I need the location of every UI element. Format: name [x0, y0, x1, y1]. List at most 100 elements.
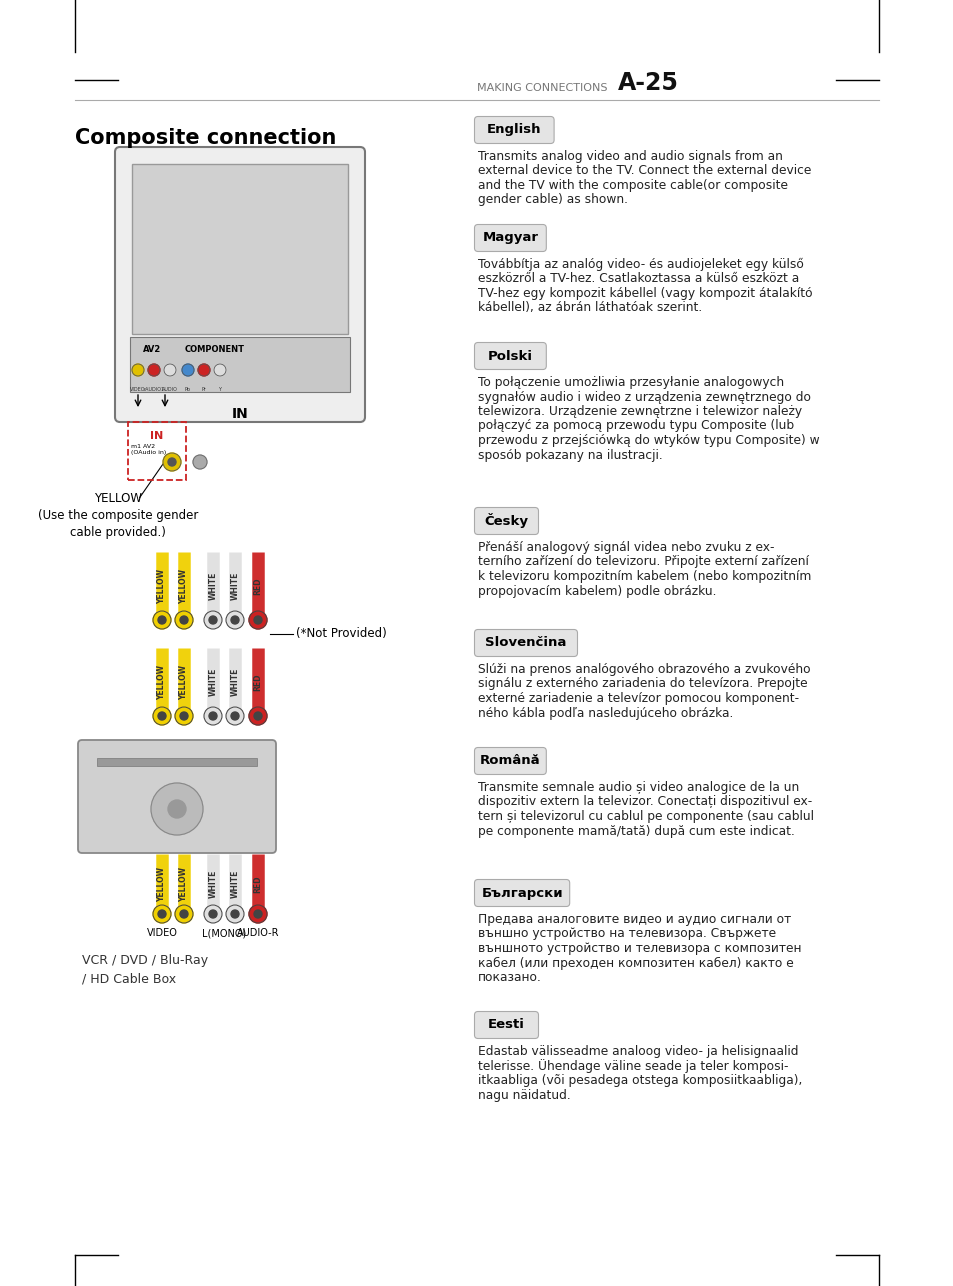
Text: VIDEO: VIDEO — [147, 928, 177, 937]
Circle shape — [204, 707, 222, 725]
Text: YELLOW: YELLOW — [179, 568, 189, 603]
Text: WHITE: WHITE — [209, 869, 217, 898]
Circle shape — [168, 458, 175, 466]
Text: VCR / DVD / Blu-Ray
/ HD Cable Box: VCR / DVD / Blu-Ray / HD Cable Box — [82, 954, 208, 985]
Text: показано.: показано. — [477, 971, 541, 984]
FancyBboxPatch shape — [78, 739, 275, 853]
Circle shape — [152, 707, 171, 725]
Text: ného kábla podľa nasledujúceho obrázka.: ného kábla podľa nasledujúceho obrázka. — [477, 706, 733, 719]
Text: AV2: AV2 — [143, 345, 161, 354]
Circle shape — [174, 707, 193, 725]
Text: eszközről a TV-hez. Csatlakoztassa a külső eszközt a: eszközről a TV-hez. Csatlakoztassa a kül… — [477, 273, 799, 285]
Text: gender cable) as shown.: gender cable) as shown. — [477, 193, 627, 207]
Text: k televizoru kompozitním kabelem (nebo kompozitním: k televizoru kompozitním kabelem (nebo k… — [477, 570, 810, 583]
Text: AUDIO: AUDIO — [162, 387, 178, 392]
FancyBboxPatch shape — [474, 225, 546, 252]
Text: L(MONO): L(MONO) — [202, 928, 246, 937]
Text: RED: RED — [253, 577, 262, 594]
Text: външното устройство и телевизора с композитен: външното устройство и телевизора с компо… — [477, 943, 801, 955]
Text: YELLOW: YELLOW — [157, 665, 167, 700]
Text: външно устройство на телевизора. Свържете: външно устройство на телевизора. Свържет… — [477, 927, 776, 940]
Circle shape — [174, 611, 193, 629]
Text: Továbbítja az analóg video- és audiojeleket egy külső: Továbbítja az analóg video- és audiojele… — [477, 258, 803, 271]
Circle shape — [182, 364, 193, 376]
Circle shape — [209, 712, 216, 720]
FancyBboxPatch shape — [474, 880, 569, 907]
Text: A-25: A-25 — [618, 71, 679, 95]
Circle shape — [148, 364, 160, 376]
Text: nagu näidatud.: nagu näidatud. — [477, 1088, 570, 1102]
Text: Přenáší analogový signál videa nebo zvuku z ex-: Přenáší analogový signál videa nebo zvuk… — [477, 541, 774, 554]
Text: TV-hez egy kompozit kábellel (vagy kompozit átalakító: TV-hez egy kompozit kábellel (vagy kompo… — [477, 287, 812, 300]
Text: YELLOW: YELLOW — [157, 867, 167, 901]
Circle shape — [158, 616, 166, 624]
Text: Slovenčina: Slovenčina — [485, 637, 566, 649]
Text: IN: IN — [232, 406, 248, 421]
Text: rAUDIO1: rAUDIO1 — [143, 387, 164, 392]
Text: external device to the TV. Connect the external device: external device to the TV. Connect the e… — [477, 165, 810, 177]
Text: MAKING CONNECTIONS: MAKING CONNECTIONS — [477, 84, 607, 93]
FancyBboxPatch shape — [474, 747, 546, 774]
Text: RED: RED — [253, 876, 262, 892]
Circle shape — [226, 905, 244, 923]
Text: externé zariadenie a televízor pomocou komponent-: externé zariadenie a televízor pomocou k… — [477, 692, 799, 705]
Circle shape — [132, 364, 144, 376]
Circle shape — [204, 611, 222, 629]
Text: itkaabliga (või pesadega otstega komposiitkaabliga),: itkaabliga (või pesadega otstega komposi… — [477, 1074, 801, 1087]
Circle shape — [231, 910, 239, 918]
Text: Composite connection: Composite connection — [75, 129, 336, 148]
FancyBboxPatch shape — [474, 508, 537, 535]
Text: sygnałów audio i wideo z urządzenia zewnętrznego do: sygnałów audio i wideo z urządzenia zewn… — [477, 391, 810, 404]
Text: signálu z externého zariadenia do televízora. Prepojte: signálu z externého zariadenia do televí… — [477, 678, 807, 691]
Circle shape — [209, 910, 216, 918]
Text: WHITE: WHITE — [209, 572, 217, 601]
Text: Pr: Pr — [201, 387, 206, 392]
Circle shape — [174, 905, 193, 923]
Text: YELLOW: YELLOW — [179, 665, 189, 700]
Text: Edastab välisseadme analoog video- ja helisignaalid: Edastab välisseadme analoog video- ja he… — [477, 1046, 798, 1058]
Circle shape — [193, 455, 207, 469]
Circle shape — [249, 611, 267, 629]
Text: IN: IN — [151, 431, 164, 441]
Circle shape — [253, 616, 262, 624]
Circle shape — [231, 712, 239, 720]
Circle shape — [249, 905, 267, 923]
Circle shape — [253, 712, 262, 720]
Text: WHITE: WHITE — [231, 572, 239, 601]
Text: WHITE: WHITE — [209, 667, 217, 696]
Text: To połączenie umożliwia przesyłanie analogowych: To połączenie umożliwia przesyłanie anal… — [477, 376, 783, 388]
Circle shape — [158, 712, 166, 720]
Circle shape — [164, 364, 175, 376]
Circle shape — [158, 910, 166, 918]
Circle shape — [209, 616, 216, 624]
Text: tern și televizorul cu cablul pe componente (sau cablul: tern și televizorul cu cablul pe compone… — [477, 810, 813, 823]
Text: кабел (или преходен композитен кабел) както е: кабел (или преходен композитен кабел) ка… — [477, 957, 793, 970]
Circle shape — [152, 905, 171, 923]
Text: AUDIO-R: AUDIO-R — [236, 928, 279, 937]
Circle shape — [226, 707, 244, 725]
Text: pe componente mamă/tată) după cum este indicat.: pe componente mamă/tată) după cum este i… — [477, 824, 794, 837]
Text: Предава аналоговите видео и аудио сигнали от: Предава аналоговите видео и аудио сигнал… — [477, 913, 790, 926]
Text: Česky: Česky — [484, 513, 528, 529]
Text: propojovacím kabelem) podle obrázku.: propojovacím kabelem) podle obrázku. — [477, 585, 716, 598]
Bar — [132, 165, 348, 334]
Circle shape — [168, 800, 186, 818]
Text: Y: Y — [218, 387, 221, 392]
FancyBboxPatch shape — [474, 630, 577, 656]
Text: WHITE: WHITE — [231, 667, 239, 696]
Text: kábellel), az ábrán láthatóak szerint.: kábellel), az ábrán láthatóak szerint. — [477, 301, 701, 315]
Text: COMPONENT: COMPONENT — [185, 345, 245, 354]
Text: RED: RED — [253, 674, 262, 691]
Circle shape — [151, 783, 203, 835]
Text: przewodu z przejściówką do wtyków typu Composite) w: przewodu z przejściówką do wtyków typu C… — [477, 433, 819, 448]
Circle shape — [152, 611, 171, 629]
Text: and the TV with the composite cable(or composite: and the TV with the composite cable(or c… — [477, 179, 787, 192]
Text: m1 AV2
(OAudio in): m1 AV2 (OAudio in) — [131, 444, 166, 455]
Text: Polski: Polski — [487, 350, 533, 363]
Text: Български: Български — [480, 886, 562, 899]
Bar — [128, 422, 186, 480]
Text: (*Not Provided): (*Not Provided) — [295, 628, 386, 640]
Text: Slúži na prenos analógového obrazového a zvukového: Slúži na prenos analógového obrazového a… — [477, 664, 810, 676]
Circle shape — [180, 910, 188, 918]
Text: Eesti: Eesti — [488, 1019, 524, 1031]
